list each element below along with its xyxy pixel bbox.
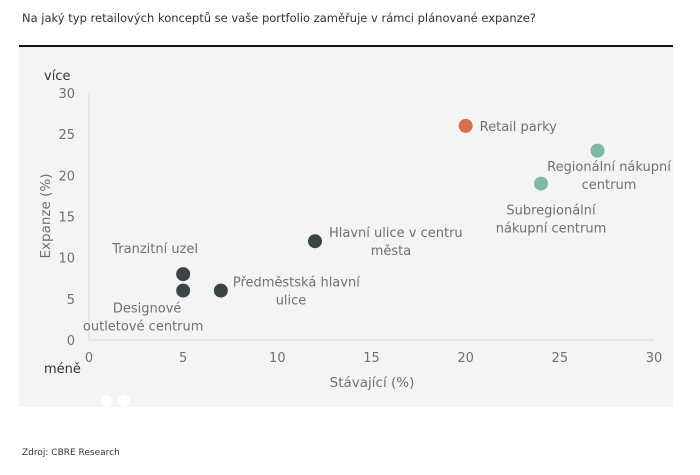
data-point: [176, 267, 191, 282]
data-point: [534, 176, 548, 191]
data-point: [458, 118, 473, 133]
data-label: Předměstská hlavní ulice: [233, 276, 360, 309]
data-point: [590, 143, 605, 158]
y-tick-label: 0: [67, 334, 75, 349]
data-label: Regionální nákupní centrum: [547, 160, 671, 193]
y-tick-label: 25: [58, 128, 75, 143]
x-axis-title: Stávající (%): [330, 375, 415, 391]
x-tick-label: 10: [269, 351, 286, 366]
data-label: Retail parky: [480, 120, 557, 135]
decorative-dot: [118, 395, 130, 407]
y-axis-title: Expanze (%): [38, 174, 54, 259]
x-tick-label: 25: [552, 351, 569, 366]
data-label: Hlavní ulice v centru města: [329, 226, 463, 259]
y-tick-label: 30: [58, 87, 75, 102]
x-tick-label: 15: [363, 351, 380, 366]
data-point: [308, 234, 322, 249]
y-tick-label: 10: [58, 252, 75, 267]
data-point: [176, 283, 191, 298]
y-axis-top-label: více: [44, 69, 70, 84]
y-tick-label: 5: [67, 293, 75, 308]
title-divider: [19, 45, 673, 47]
y-tick-label: 15: [58, 211, 75, 226]
chart-question-title: Na jaký typ retailových konceptů se vaše…: [22, 11, 536, 25]
x-tick-label: 30: [646, 351, 663, 366]
data-point: [213, 283, 228, 298]
data-label: Subregionální nákupní centrum: [496, 204, 607, 237]
y-tick-label: 20: [58, 169, 75, 184]
source-note: Zdroj: CBRE Research: [22, 448, 120, 458]
data-label: Tranzitní uzel: [111, 242, 198, 257]
data-label: Designové outletové centrum: [83, 302, 204, 335]
x-tick-label: 5: [179, 351, 187, 366]
decorative-dot: [101, 395, 113, 407]
chart-panel: [19, 47, 673, 407]
y-axis-bottom-label: méně: [44, 362, 81, 377]
x-tick-label: 0: [85, 351, 93, 366]
x-tick-label: 20: [457, 351, 474, 366]
